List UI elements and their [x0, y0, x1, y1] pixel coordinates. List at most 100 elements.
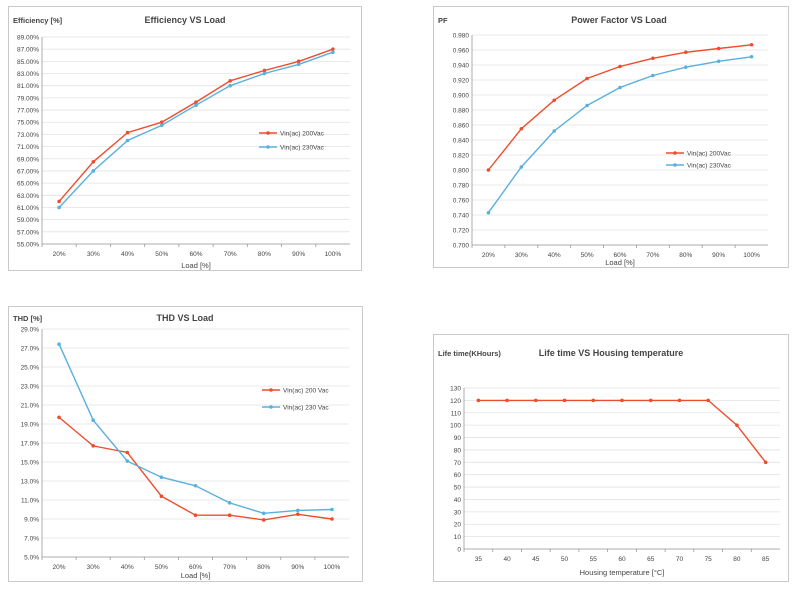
data-point-1 — [763, 460, 768, 465]
y-tick-label: 25.0% — [21, 365, 40, 372]
data-point-1 — [749, 42, 754, 47]
legend-label-2: Vin(ac) 230Vac — [687, 163, 732, 170]
x-axis-title: Load [%] — [605, 258, 635, 267]
y-tick-label: 27.0% — [21, 346, 40, 353]
x-tick-label: 50 — [561, 556, 569, 563]
y-tick-label: 0.900 — [453, 93, 470, 100]
data-point-1 — [534, 398, 538, 403]
data-point-2 — [125, 459, 130, 463]
chart-title: Life time VS Housing temperature — [539, 348, 684, 358]
y-tick-label: 79.00% — [17, 95, 39, 102]
x-tick-label: 20% — [53, 564, 66, 571]
x-tick-label: 40% — [548, 252, 561, 259]
y-tick-label: 15.0% — [21, 460, 40, 467]
y-tick-label: 67.00% — [17, 168, 39, 175]
legend-label-2: Vin(ac) 230Vac — [280, 145, 325, 152]
y-tick-label: 110 — [451, 410, 462, 417]
x-tick-label: 30% — [515, 252, 528, 259]
y-tick-label: 75.00% — [17, 120, 39, 127]
x-tick-label: 100% — [324, 564, 341, 571]
y-tick-label: 70 — [454, 460, 462, 467]
x-tick-label: 50% — [581, 252, 594, 259]
y-tick-label: 80 — [454, 447, 462, 454]
data-point-2 — [618, 85, 622, 90]
y-tick-label: 0.800 — [453, 168, 470, 175]
data-point-1 — [227, 513, 232, 517]
data-point-1 — [618, 64, 622, 69]
y-axis-title: PF — [438, 16, 448, 25]
legend-marker-2 — [673, 163, 677, 167]
efficiency-chart: Efficiency VS Load Efficiency [%] Load [%]… — [13, 15, 350, 270]
x-tick-label: 60% — [189, 251, 202, 258]
y-tick-label: 55.00% — [17, 242, 39, 249]
y-tick-label: 0 — [457, 547, 461, 554]
x-tick-label: 70% — [224, 251, 237, 258]
data-point-2 — [227, 501, 232, 505]
data-point-1 — [193, 513, 198, 517]
legend-label-1: Vin(ac) 200Vac — [280, 131, 325, 138]
y-tick-label: 0.740 — [453, 213, 470, 220]
x-tick-label: 80% — [679, 252, 692, 259]
y-tick-label: 65.00% — [17, 181, 39, 188]
y-tick-label: 0.760 — [453, 198, 470, 205]
data-point-1 — [505, 398, 509, 403]
data-point-2 — [193, 483, 198, 488]
data-point-2 — [331, 50, 335, 55]
x-tick-label: 65 — [647, 556, 655, 563]
x-tick-label: 100% — [743, 252, 760, 259]
y-tick-label: 23.0% — [21, 384, 40, 391]
data-point-1 — [91, 444, 95, 448]
x-tick-label: 90% — [712, 252, 725, 259]
data-point-1 — [159, 120, 164, 125]
data-point-2 — [519, 165, 524, 169]
x-tick-label: 70% — [223, 564, 236, 571]
x-tick-label: 80% — [258, 251, 271, 258]
y-tick-label: 0.940 — [453, 63, 470, 70]
x-tick-label: 75 — [705, 556, 713, 563]
y-tick-label: 0.980 — [453, 33, 470, 40]
y-tick-label: 0.780 — [453, 183, 470, 190]
y-tick-label: 83.00% — [17, 71, 39, 78]
y-tick-label: 0.700 — [453, 243, 470, 250]
y-tick-label: 69.00% — [17, 156, 39, 163]
data-point-1 — [228, 79, 233, 83]
y-axis-title: Efficiency [%] — [13, 16, 63, 25]
x-tick-label: 60 — [618, 556, 626, 563]
y-tick-label: 71.00% — [17, 144, 39, 151]
chart-title: Power Factor VS Load — [571, 15, 667, 25]
y-tick-label: 81.00% — [17, 83, 39, 90]
data-point-1 — [716, 46, 721, 51]
power-factor-chart-panel: Power Factor VS Load PF Load [%] 0.700 0.720… — [433, 6, 789, 268]
y-tick-label: 0.920 — [453, 78, 470, 85]
y-tick-label: 89.00% — [17, 35, 39, 42]
data-point-1 — [735, 423, 739, 427]
x-tick-label: 80% — [257, 564, 270, 571]
data-point-2 — [486, 210, 491, 215]
data-point-1 — [562, 398, 567, 403]
y-tick-label: 0.720 — [453, 228, 470, 235]
data-point-2 — [194, 103, 198, 107]
y-tick-label: 40 — [454, 497, 462, 504]
legend-marker-1 — [269, 388, 273, 392]
data-point-2 — [91, 169, 96, 173]
x-tick-label: 30% — [87, 564, 100, 571]
series-line-1 — [58, 48, 334, 202]
x-tick-label: 100% — [325, 251, 342, 258]
y-tick-label: 0.840 — [453, 138, 470, 145]
y-tick-label: 21.0% — [21, 403, 40, 410]
y-tick-label: 90 — [454, 435, 462, 442]
data-point-2 — [296, 62, 301, 67]
y-tick-label: 7.0% — [24, 536, 39, 543]
data-point-1 — [57, 415, 61, 420]
y-tick-label: 20 — [454, 522, 462, 529]
thd-chart: THD VS Load THD [%] Load [%] 5.0% 7.0% 9.0% 11… — [13, 313, 349, 580]
data-point-2 — [296, 508, 300, 513]
data-point-1 — [620, 398, 624, 403]
legend-label-1: Vin(ac) 200 Vac — [283, 388, 329, 395]
y-tick-label: 100 — [450, 423, 461, 430]
data-point-1 — [585, 76, 589, 81]
x-tick-label: 55 — [590, 556, 598, 563]
data-point-1 — [683, 50, 688, 55]
y-tick-label: 30 — [454, 509, 462, 516]
data-point-1 — [486, 168, 491, 172]
